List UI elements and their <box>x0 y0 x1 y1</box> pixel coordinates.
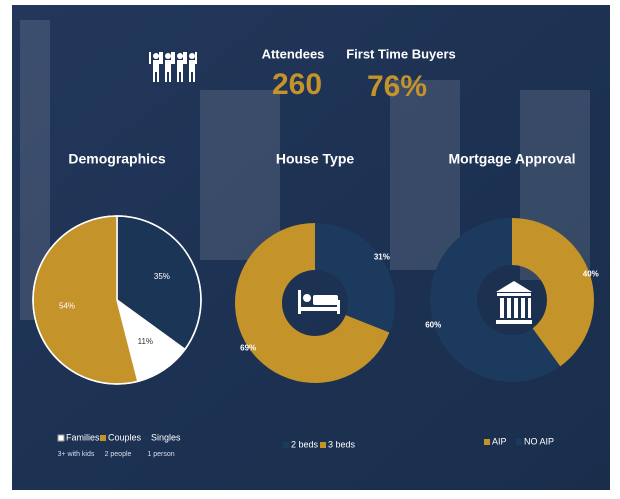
donut-segment <box>315 223 395 333</box>
legend-swatch <box>143 435 149 441</box>
bank-icon <box>496 281 532 324</box>
legend-label: Families <box>66 432 100 442</box>
people-icon <box>149 52 197 82</box>
stat-value: 76% <box>367 70 427 103</box>
legend-swatch <box>57 434 65 442</box>
legend-label: 2 beds <box>291 439 319 449</box>
legend-swatch <box>484 439 490 445</box>
chart-title: House Type <box>276 151 355 167</box>
donut-segment <box>429 217 561 382</box>
legend-note: 3+ with kids <box>58 451 95 458</box>
chart-title: Mortgage Approval <box>448 151 575 167</box>
pie-outline <box>32 215 202 385</box>
data-label: 31% <box>374 253 390 262</box>
stat-label: Attendees <box>262 46 325 61</box>
data-label: 11% <box>138 337 153 346</box>
legend-swatch <box>100 435 106 441</box>
donut-segment <box>235 223 390 383</box>
stat-value: 260 <box>272 68 322 101</box>
legend-label: AIP <box>492 436 507 446</box>
legend-label: Couples <box>108 432 142 442</box>
data-label: 40% <box>583 270 599 279</box>
data-label: 35% <box>154 272 170 281</box>
charts: Demographics 35% 11% 54% Families 3+ with kid… <box>32 151 599 458</box>
data-label: 60% <box>425 321 441 330</box>
legend-swatch <box>320 442 326 448</box>
stat-label: First Time Buyers <box>346 46 456 61</box>
legend-label: NO AIP <box>524 436 554 446</box>
donut-segment <box>512 218 594 367</box>
chart-title: Demographics <box>68 151 165 167</box>
legend-swatch <box>283 442 289 448</box>
photo-shapes <box>20 20 590 320</box>
legend-note: 1 person <box>147 451 174 458</box>
data-label: 69% <box>240 344 256 353</box>
legend-swatch <box>516 439 522 445</box>
legend-label: Singles <box>151 432 181 442</box>
legend-note: 2 people <box>105 451 132 458</box>
legend-label: 3 beds <box>328 439 356 449</box>
bed-icon <box>298 290 340 314</box>
data-label: 54% <box>59 301 75 310</box>
